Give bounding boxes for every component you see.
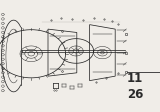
Text: 26: 26 [127, 88, 143, 101]
Text: 11: 11 [127, 72, 143, 85]
